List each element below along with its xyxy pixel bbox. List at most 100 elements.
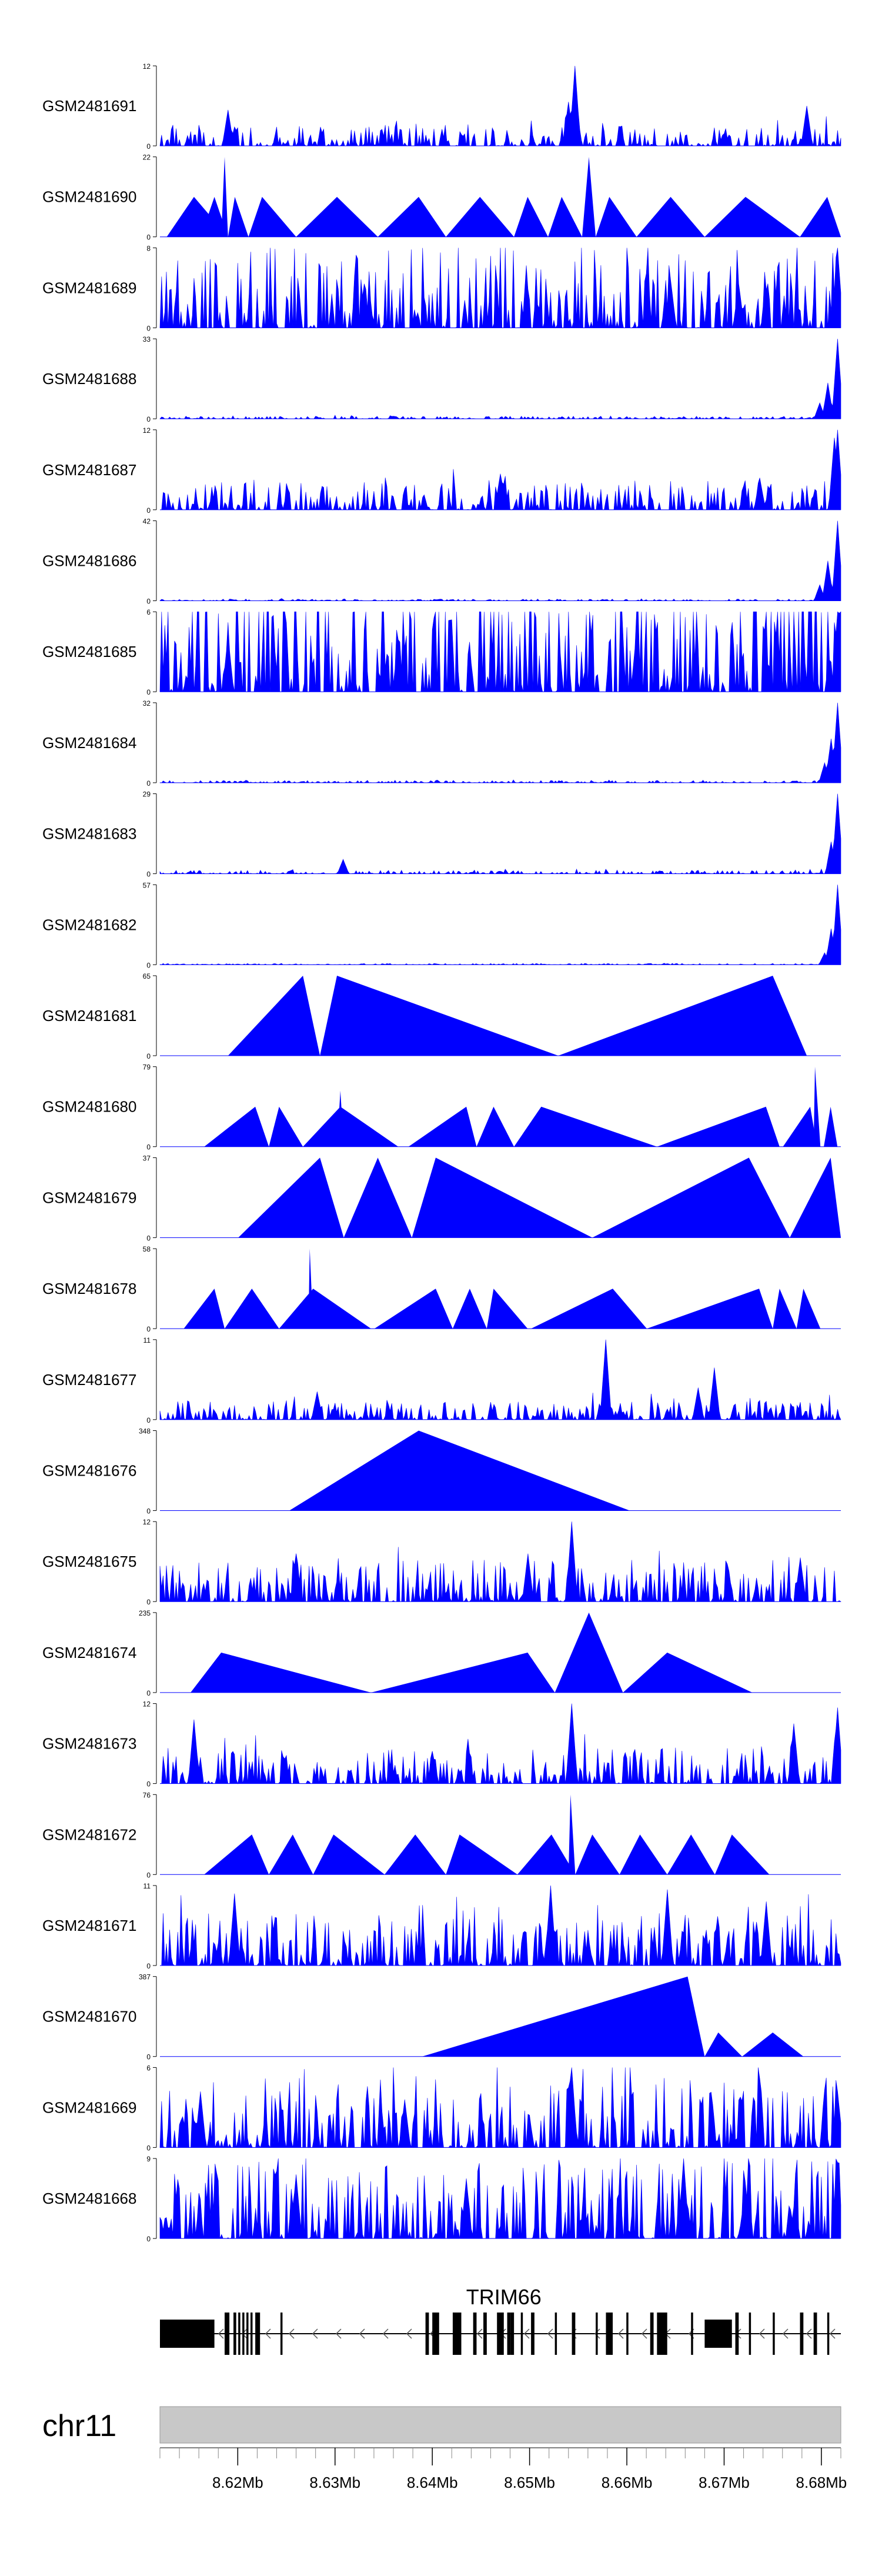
signal-peak [303,1106,399,1147]
track-GSM2481680: GSM2481680 79 0 [42,1063,841,1152]
signal-peak [225,1289,279,1329]
y-tick-label-max: 387 [139,1973,151,1981]
y-tick-label-min: 0 [146,1507,151,1516]
exon [626,2313,629,2355]
track-GSM2481686: GSM2481686 42 0 [42,518,841,606]
signal-peak [773,1289,797,1329]
strand-arrow [288,2328,295,2339]
exon [250,2313,253,2355]
exon [773,2313,775,2355]
track-label: GSM2481677 [42,1371,136,1389]
signal-area [159,2067,841,2148]
strand-arrow [806,2328,812,2339]
genomic-x-axis: 8.62Mb 8.63Mb 8.64Mb 8.65Mb 8.66Mb 8.67Mb 8.68… [159,2447,847,2491]
y-tick-label-min: 0 [146,2144,151,2152]
signal-peak [575,1834,620,1875]
signal-area [159,2158,841,2240]
y-tick-label-max: 11 [143,1882,151,1890]
gene-exons [160,2313,830,2355]
y-tick-label-min: 0 [146,233,151,242]
x-tick-label: 8.67Mb [699,2474,750,2491]
track-label: GSM2481688 [42,370,136,388]
track-GSM2481671: GSM2481671 11 0 [42,1882,841,1970]
exon [606,2313,613,2355]
track-GSM2481676: GSM2481676 348 0 [42,1427,841,1516]
exon [238,2313,240,2355]
exon [452,2313,460,2355]
signal-area [159,611,841,693]
strand-arrow [241,2328,248,2339]
y-tick-label-min: 0 [146,1962,151,1970]
strand-arrow [547,2328,553,2339]
data-tracks: GSM2481691120GSM2481690220GSM248168980GS… [42,62,842,2243]
signal-peak [191,1652,371,1693]
exon [507,2313,511,2355]
strand-arrow [335,2328,342,2339]
y-tick-label-max: 348 [139,1427,151,1436]
exon [225,2313,230,2355]
track-label: GSM2481671 [42,1917,136,1934]
track-label: GSM2481675 [42,1553,136,1570]
y-tick-label-min: 0 [146,1598,151,1606]
track-GSM2481675: GSM2481675 12 0 [42,1518,842,1606]
track-label: GSM2481682 [42,916,136,933]
signal-peak [582,156,596,237]
strand-arrow [359,2328,365,2339]
y-tick-label-max: 12 [143,1518,151,1526]
track-label: GSM2481685 [42,643,136,660]
gene-model-track: TRIM66 [160,2285,841,2355]
signal-peak [269,1834,313,1875]
x-tick-label: 8.62Mb [212,2474,263,2491]
track-GSM2481674: GSM2481674 235 0 [42,1609,841,1697]
y-tick-label-max: 79 [143,1063,151,1072]
exon [813,2313,817,2355]
x-tick-label: 8.66Mb [602,2474,653,2491]
exon [160,2320,215,2348]
track-GSM2481677: GSM2481677 11 0 [42,1336,841,1424]
signal-peak [377,196,446,237]
x-tick-label: 8.63Mb [309,2474,360,2491]
exon [691,2313,693,2355]
exon [510,2313,514,2355]
signal-peak [554,1612,623,1693]
signal-peak [183,1289,225,1329]
track-label: GSM2481683 [42,825,136,843]
signal-peak [204,1834,269,1875]
signal-peak [446,196,514,237]
signal-peak [204,1106,269,1147]
track-GSM2481688: GSM2481688 33 0 [42,335,841,423]
signal-peak [296,196,378,237]
signal-area [159,65,841,147]
exon [735,2313,739,2355]
exon [531,2313,534,2355]
exon [572,2313,576,2355]
y-tick-label-max: 58 [143,1245,151,1253]
track-label: GSM2481673 [42,1735,136,1753]
strand-arrow [782,2328,789,2339]
signal-peak [313,1834,385,1875]
signal-area [159,885,841,965]
signal-peak [370,1652,555,1693]
track-label: GSM2481670 [42,2008,136,2026]
exon [657,2313,667,2355]
signal-peak [657,1106,780,1147]
track-GSM2481670: GSM2481670 387 0 [42,1973,841,2061]
signal-peak [412,1157,593,1238]
signal-peak [704,196,800,237]
strand-arrow [312,2328,318,2339]
track-GSM2481679: GSM2481679 37 0 [42,1154,841,1242]
exon [483,2313,487,2355]
strand-arrow [829,2328,836,2339]
signal-area [160,1885,841,1967]
signal-peak [548,196,582,237]
signal-peak [745,1157,753,1238]
y-tick-label-max: 9 [146,2155,151,2163]
track-label: GSM2481686 [42,552,136,570]
y-tick-label-max: 235 [139,1609,151,1617]
strand-arrow [594,2328,600,2339]
signal-area [159,1339,841,1420]
signal-area [159,339,841,419]
track-GSM2481687: GSM2481687 12 0 [42,426,841,515]
y-tick-label-min: 0 [146,2053,151,2061]
